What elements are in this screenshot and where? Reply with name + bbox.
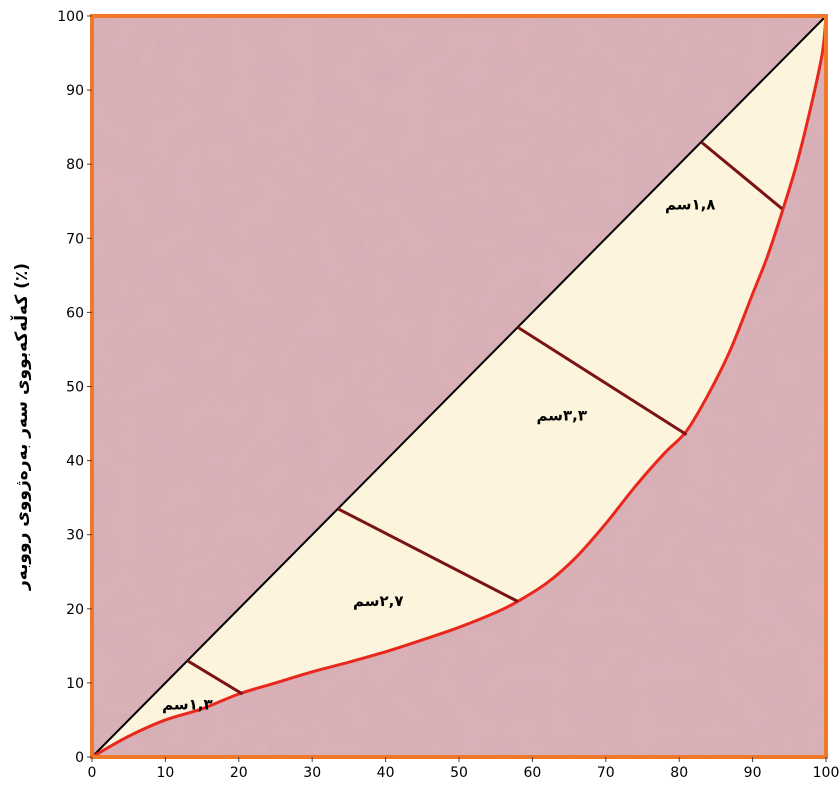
x-tick-label: 70 — [597, 765, 615, 781]
x-tick-label: 40 — [377, 765, 395, 781]
y-tick-label: 0 — [75, 750, 84, 766]
x-tick-label: 90 — [744, 765, 762, 781]
segment-line-3 — [516, 325, 688, 436]
x-tick-label: 10 — [156, 765, 174, 781]
equality-line — [91, 15, 827, 758]
segment-label-3: ٣,٣سم — [536, 407, 587, 425]
y-tick-label: 90 — [66, 83, 84, 99]
y-tick-label: 10 — [66, 676, 84, 692]
x-tick-label: 100 — [813, 765, 839, 781]
x-tick-label: 0 — [88, 765, 97, 781]
y-tick-label: 30 — [66, 528, 84, 544]
segment-line-2 — [337, 507, 519, 603]
y-tick-label: 80 — [66, 157, 84, 173]
y-tick-label: 50 — [66, 380, 84, 396]
segment-label-2: ٢,٧سم — [353, 592, 404, 610]
x-tick-label: 30 — [303, 765, 321, 781]
x-axis: 0 10 20 30 40 50 60 70 80 90 100 — [88, 757, 839, 781]
y-axis-label: کەڵەکەبووی سەر بەرەژووی رووبەر (٪) — [10, 263, 32, 591]
distribution-curve — [91, 15, 828, 759]
y-tick-label: 40 — [66, 454, 84, 470]
segment-line-4 — [700, 140, 783, 210]
segment-label-4: ١,٨سم — [665, 195, 716, 213]
y-tick-label: 60 — [66, 305, 84, 321]
segment-line-1 — [186, 659, 244, 696]
x-tick-label: 80 — [670, 765, 688, 781]
x-tick-label: 20 — [230, 765, 248, 781]
x-tick-label: 60 — [523, 765, 541, 781]
segments-group: ١,٣سم ٢,٧سم ٣,٣سم ١,٨سم — [162, 140, 783, 714]
x-tick-label: 50 — [450, 765, 468, 781]
y-tick-label: 70 — [66, 231, 84, 247]
y-axis: 0 10 20 30 40 50 60 70 80 90 100 — [57, 9, 92, 766]
segment-label-1: ١,٣سم — [162, 696, 213, 714]
y-tick-label: 20 — [66, 602, 84, 618]
y-tick-label: 100 — [57, 9, 84, 25]
